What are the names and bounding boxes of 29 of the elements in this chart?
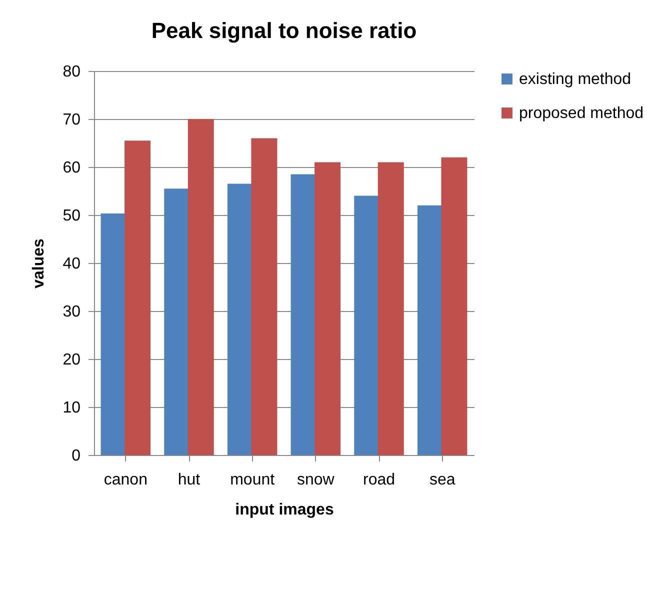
x-tick-label: sea: [429, 472, 456, 488]
bar: [417, 205, 444, 455]
y-tick-label: 70: [62, 112, 81, 128]
y-tick-label: 50: [62, 208, 81, 224]
x-tick-label: hut: [178, 472, 201, 488]
y-tick-label: 80: [62, 64, 81, 80]
bar: [441, 157, 468, 455]
legend-label: proposed method: [519, 105, 644, 122]
y-tick-label: 30: [62, 304, 81, 320]
y-tick-label: 10: [62, 400, 81, 416]
bar: [290, 174, 317, 455]
x-tick-label: road: [362, 472, 396, 488]
chart-title: Peak signal to noise ratio: [151, 18, 417, 43]
y-tick-label: 0: [72, 448, 81, 464]
y-tick-label: 20: [62, 352, 81, 368]
bar: [251, 138, 278, 455]
x-tick-label: snow: [296, 472, 335, 488]
bar: [124, 140, 151, 455]
bar: [378, 162, 404, 455]
x-axis-title: input images: [235, 502, 334, 518]
y-tick-label: 40: [62, 256, 81, 272]
x-tick-label: canon: [104, 472, 148, 488]
y-tick-label: 60: [62, 160, 81, 176]
legend-label: existing method: [519, 71, 632, 88]
x-tick-label: mount: [230, 472, 276, 488]
bar: [227, 184, 254, 455]
bar: [188, 119, 214, 455]
y-axis-title: values: [30, 238, 48, 288]
bar: [314, 162, 341, 455]
